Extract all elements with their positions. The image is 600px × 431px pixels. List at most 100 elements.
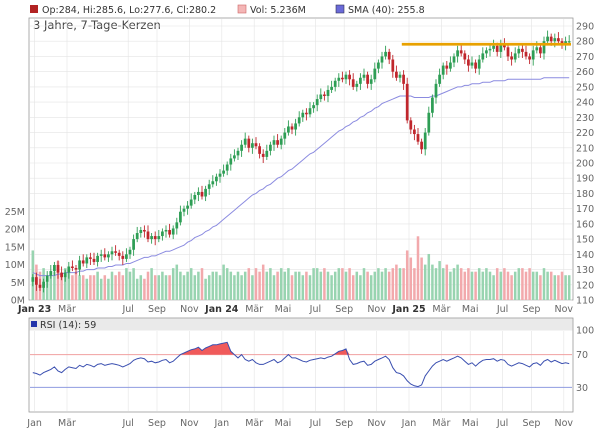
volume-bar	[405, 250, 409, 300]
candle-body	[279, 138, 283, 145]
volume-bar	[204, 278, 207, 300]
volume-bar	[441, 268, 445, 300]
candle-body	[67, 266, 71, 273]
candle-body	[477, 59, 481, 69]
volume-bar	[143, 278, 146, 300]
sma-layer	[32, 77, 570, 277]
candle-body	[42, 281, 45, 288]
volume-tick-label: 20M	[5, 225, 25, 236]
rsi-x-tick-label: Mär	[432, 418, 450, 429]
candle-body	[416, 134, 420, 142]
x-tick-label: Mär	[58, 304, 76, 315]
volume-bar	[211, 271, 215, 300]
candle-body	[157, 236, 161, 240]
volume-bar	[549, 271, 553, 300]
volume-bar	[557, 275, 560, 300]
volume-bar	[139, 275, 143, 300]
rsi-tick-label: 30	[576, 383, 588, 394]
price-tick-label: 280	[576, 37, 594, 48]
candle-body	[45, 275, 49, 282]
rsi-x-tick-label: Jul	[496, 418, 508, 429]
x-tick-label: Jan 25	[391, 304, 425, 315]
volume-tick-label: 15M	[5, 242, 25, 253]
rsi-grid	[30, 331, 572, 411]
candle-body	[387, 51, 391, 60]
candle-body	[215, 176, 218, 182]
volume-bar	[110, 271, 114, 300]
volume-bar	[179, 271, 182, 300]
candle-body	[503, 44, 506, 48]
candle-body	[135, 233, 139, 240]
volume-bar	[150, 268, 153, 300]
candle-body	[362, 74, 366, 78]
candle-body	[283, 132, 287, 139]
volume-bar	[49, 275, 53, 300]
candle-body	[326, 89, 330, 97]
volume-bar	[78, 275, 81, 300]
candle-body	[542, 41, 546, 54]
rsi-x-tick-label: Mai	[275, 418, 292, 429]
x-tick-label: Sep	[522, 304, 540, 315]
candle-body	[506, 47, 510, 57]
volume-bar	[510, 275, 513, 300]
candle-body	[467, 59, 470, 66]
price-tick-label: 230	[576, 113, 594, 124]
volume-bar	[517, 268, 521, 300]
volume-tick-label: 5M	[11, 278, 25, 289]
candle-body	[553, 38, 557, 42]
volume-bar	[359, 275, 362, 300]
candle-body	[143, 229, 146, 232]
candle-body	[438, 74, 441, 84]
candle-body	[463, 53, 467, 60]
volume-bar	[312, 268, 315, 300]
volume-bar	[92, 275, 96, 300]
x-tick-label: Mai	[275, 304, 292, 315]
volume-bar	[135, 278, 139, 300]
candle-body	[499, 44, 503, 52]
candle-body	[560, 41, 564, 45]
candle-body	[341, 77, 344, 80]
volume-bar	[243, 271, 247, 300]
price-tick-label: 160	[576, 219, 594, 230]
candle-body	[153, 236, 157, 240]
rsi-line	[32, 341, 570, 388]
volume-bar	[564, 275, 567, 300]
candle-body	[470, 62, 474, 66]
x-tick-label: Jan 23	[17, 304, 51, 315]
candle-body	[53, 264, 56, 272]
volume-bar	[416, 236, 420, 300]
volume-bar	[168, 275, 171, 300]
volume-bar	[495, 268, 499, 300]
candle-body	[164, 229, 168, 232]
candle-body	[56, 264, 60, 273]
volume-bar	[251, 275, 254, 300]
candle-body	[114, 251, 117, 253]
candle-body	[535, 47, 539, 51]
rsi-x-tick-label: Sep	[522, 418, 540, 429]
volume-bar	[254, 268, 258, 300]
volume-bar	[258, 271, 261, 300]
candle-body	[31, 277, 35, 282]
volume-bar	[477, 268, 481, 300]
volume-bar	[553, 275, 557, 300]
x-tick-label: Jul	[121, 304, 133, 315]
volume-bar	[153, 275, 157, 300]
volume-bar	[485, 268, 488, 300]
candle-body	[186, 205, 189, 209]
candle-body	[254, 143, 258, 147]
candle-body	[344, 74, 348, 80]
price-tick-label: 140	[576, 250, 594, 261]
volume-bar	[99, 278, 103, 300]
x-tick-label: Sep	[335, 304, 353, 315]
candle-body	[359, 77, 362, 84]
main-grid	[30, 19, 572, 301]
volume-bar	[225, 268, 229, 300]
candle-body	[449, 62, 452, 69]
candle-body	[287, 126, 290, 133]
volume-bar	[207, 275, 211, 300]
sma-line	[32, 77, 570, 277]
candle-body	[89, 257, 92, 259]
volume-bar	[459, 268, 463, 300]
candle-body	[276, 140, 279, 145]
